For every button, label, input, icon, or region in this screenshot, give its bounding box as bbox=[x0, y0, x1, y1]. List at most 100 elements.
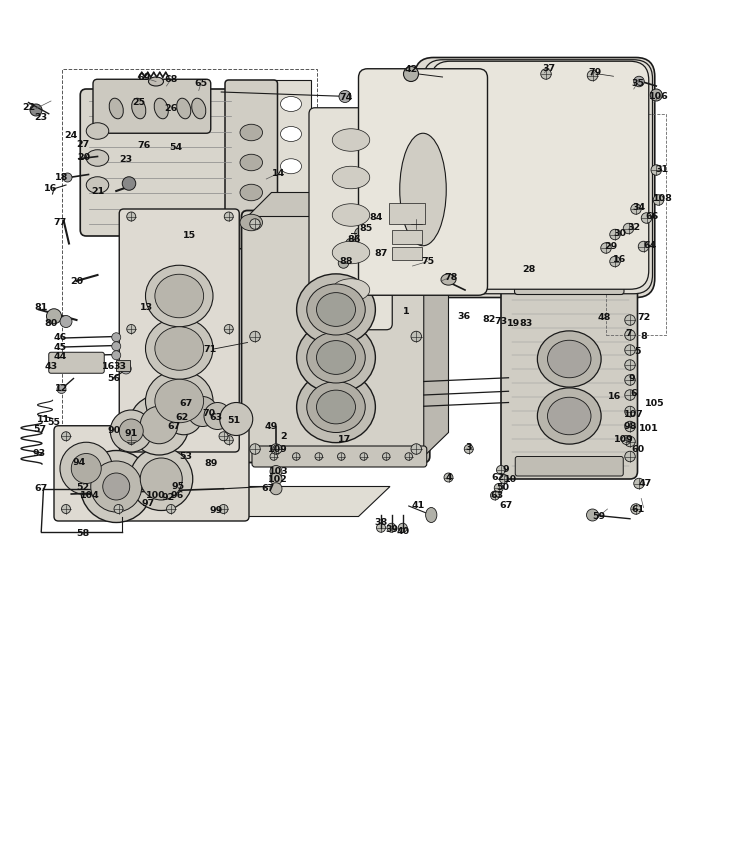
Text: 44: 44 bbox=[53, 352, 67, 361]
Circle shape bbox=[140, 406, 178, 444]
Circle shape bbox=[625, 375, 635, 385]
Ellipse shape bbox=[154, 379, 203, 422]
Ellipse shape bbox=[332, 167, 370, 189]
Circle shape bbox=[60, 315, 72, 327]
Text: 23: 23 bbox=[34, 113, 48, 122]
Text: 4: 4 bbox=[446, 473, 452, 482]
Circle shape bbox=[346, 238, 356, 249]
Text: 15: 15 bbox=[182, 231, 196, 241]
Circle shape bbox=[653, 195, 664, 205]
FancyBboxPatch shape bbox=[309, 108, 392, 330]
Circle shape bbox=[110, 410, 152, 452]
Text: 30: 30 bbox=[613, 229, 626, 237]
Text: 56: 56 bbox=[107, 374, 121, 383]
Circle shape bbox=[188, 396, 218, 427]
Text: 92: 92 bbox=[161, 493, 175, 502]
Text: 42: 42 bbox=[404, 65, 418, 74]
Text: 52: 52 bbox=[76, 484, 89, 492]
Text: 82: 82 bbox=[482, 315, 496, 325]
Circle shape bbox=[601, 243, 611, 253]
Circle shape bbox=[80, 450, 152, 523]
Text: 94: 94 bbox=[72, 458, 86, 467]
Ellipse shape bbox=[132, 99, 146, 119]
Text: 47: 47 bbox=[638, 479, 652, 488]
Text: 80: 80 bbox=[44, 319, 58, 327]
Text: 8: 8 bbox=[640, 332, 646, 341]
Ellipse shape bbox=[280, 97, 302, 111]
Circle shape bbox=[273, 445, 282, 454]
FancyBboxPatch shape bbox=[514, 268, 624, 294]
FancyBboxPatch shape bbox=[242, 211, 430, 462]
Ellipse shape bbox=[240, 154, 262, 171]
Text: 3: 3 bbox=[466, 443, 472, 452]
Text: 107: 107 bbox=[624, 410, 644, 419]
Ellipse shape bbox=[441, 274, 456, 285]
Text: 73: 73 bbox=[494, 317, 508, 326]
Circle shape bbox=[60, 442, 112, 495]
Circle shape bbox=[625, 330, 635, 340]
Circle shape bbox=[625, 345, 635, 355]
Text: 91: 91 bbox=[124, 429, 138, 439]
Ellipse shape bbox=[537, 331, 602, 387]
Text: 85: 85 bbox=[359, 224, 373, 233]
Circle shape bbox=[122, 177, 136, 190]
Ellipse shape bbox=[177, 99, 190, 119]
Text: 23: 23 bbox=[119, 155, 133, 164]
Circle shape bbox=[623, 224, 634, 234]
Text: 7: 7 bbox=[626, 329, 632, 338]
Circle shape bbox=[500, 474, 508, 484]
FancyBboxPatch shape bbox=[49, 352, 104, 373]
Circle shape bbox=[250, 444, 260, 454]
Text: 103: 103 bbox=[269, 467, 289, 476]
Text: 63: 63 bbox=[209, 413, 223, 422]
Circle shape bbox=[586, 509, 598, 521]
Ellipse shape bbox=[86, 177, 109, 193]
Text: 6: 6 bbox=[631, 389, 637, 398]
Ellipse shape bbox=[154, 99, 168, 119]
Circle shape bbox=[634, 76, 644, 87]
Text: 72: 72 bbox=[637, 314, 650, 322]
Polygon shape bbox=[62, 486, 390, 517]
Text: 31: 31 bbox=[655, 166, 668, 174]
Circle shape bbox=[166, 505, 176, 513]
Circle shape bbox=[270, 466, 282, 478]
Text: 5: 5 bbox=[634, 347, 640, 356]
Bar bbox=[270, 80, 311, 260]
Polygon shape bbox=[424, 192, 448, 456]
Text: 48: 48 bbox=[597, 313, 610, 321]
FancyBboxPatch shape bbox=[252, 446, 427, 467]
Text: 45: 45 bbox=[53, 343, 67, 352]
Text: 58: 58 bbox=[76, 529, 89, 537]
Circle shape bbox=[490, 491, 500, 500]
Text: 60: 60 bbox=[631, 445, 644, 454]
Text: 101: 101 bbox=[639, 424, 658, 434]
Text: 29: 29 bbox=[604, 242, 618, 251]
FancyBboxPatch shape bbox=[54, 426, 249, 521]
Text: 69: 69 bbox=[137, 73, 151, 82]
Text: 36: 36 bbox=[457, 312, 470, 320]
Text: 9: 9 bbox=[628, 374, 634, 383]
Circle shape bbox=[338, 453, 345, 460]
Circle shape bbox=[91, 461, 142, 512]
Text: 59: 59 bbox=[592, 512, 605, 521]
Ellipse shape bbox=[240, 214, 262, 230]
Bar bbox=[392, 230, 422, 243]
Circle shape bbox=[405, 453, 412, 460]
Ellipse shape bbox=[400, 133, 446, 246]
Text: 28: 28 bbox=[522, 264, 536, 274]
Ellipse shape bbox=[296, 322, 375, 393]
Circle shape bbox=[339, 90, 351, 103]
Circle shape bbox=[127, 212, 136, 221]
Circle shape bbox=[112, 351, 121, 360]
Circle shape bbox=[270, 473, 282, 485]
Text: 84: 84 bbox=[370, 213, 383, 223]
Circle shape bbox=[411, 444, 422, 454]
Circle shape bbox=[382, 453, 390, 460]
Text: 104: 104 bbox=[80, 491, 100, 500]
Circle shape bbox=[496, 466, 506, 474]
Text: 24: 24 bbox=[64, 131, 78, 140]
Circle shape bbox=[625, 436, 635, 447]
Text: 67: 67 bbox=[179, 400, 193, 409]
Text: 11: 11 bbox=[37, 415, 50, 423]
Text: 32: 32 bbox=[627, 223, 640, 231]
